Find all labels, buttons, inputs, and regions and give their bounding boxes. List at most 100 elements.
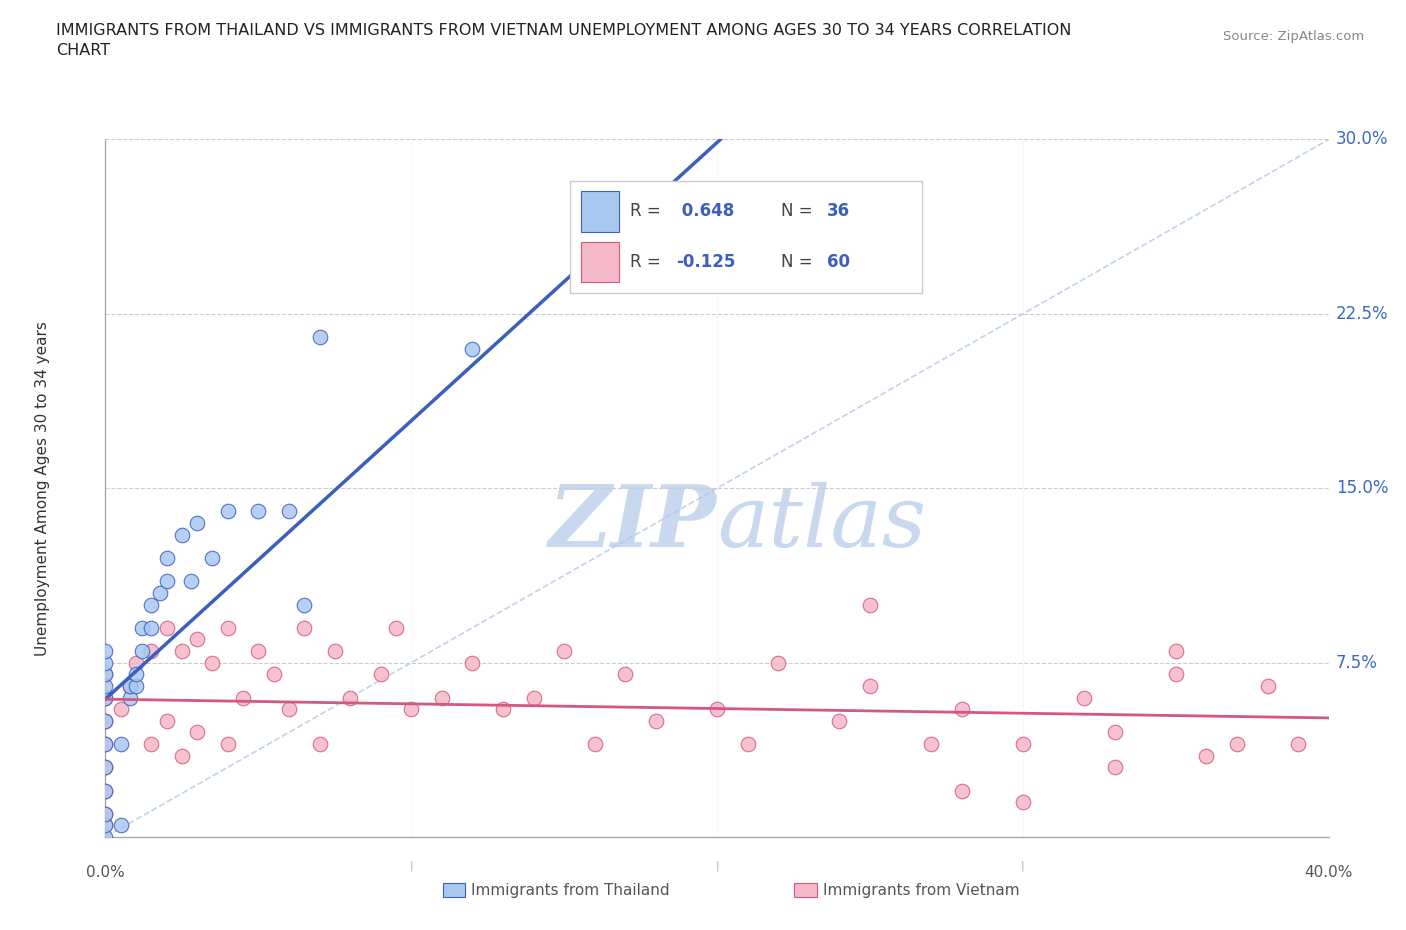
Point [155, 713, 177, 728]
Text: 0.648: 0.648 [676, 203, 734, 220]
Point [94, 818, 117, 833]
Point [247, 644, 270, 658]
Point [247, 504, 270, 519]
Text: Immigrants from Vietnam: Immigrants from Vietnam [823, 883, 1019, 897]
Point [131, 620, 153, 635]
Point [110, 737, 132, 751]
Point [583, 737, 606, 751]
Point [141, 620, 163, 635]
Point [141, 737, 163, 751]
Point [492, 701, 515, 716]
Point [118, 679, 141, 694]
Point [170, 527, 193, 542]
Point [201, 551, 224, 565]
Text: |: | [409, 860, 413, 870]
Point [94, 713, 117, 728]
Text: IMMIGRANTS FROM THAILAND VS IMMIGRANTS FROM VIETNAM UNEMPLOYMENT AMONG AGES 30 T: IMMIGRANTS FROM THAILAND VS IMMIGRANTS F… [56, 23, 1071, 58]
Point [94, 713, 117, 728]
Point [94, 644, 117, 658]
Point [859, 679, 882, 694]
Point [614, 667, 637, 682]
Point [155, 551, 177, 565]
Point [141, 644, 163, 658]
Point [94, 737, 117, 751]
Point [217, 737, 239, 751]
Text: 7.5%: 7.5% [1336, 654, 1378, 671]
Point [292, 620, 315, 635]
Point [277, 701, 299, 716]
Point [94, 737, 117, 751]
Text: 40.0%: 40.0% [1305, 865, 1353, 880]
Point [1164, 667, 1187, 682]
Text: Immigrants from Thailand: Immigrants from Thailand [471, 883, 669, 897]
Point [430, 690, 453, 705]
Point [141, 597, 163, 612]
Point [1256, 679, 1278, 694]
Point [859, 597, 882, 612]
Point [323, 644, 346, 658]
Point [125, 679, 148, 694]
Point [292, 597, 315, 612]
Text: Source: ZipAtlas.com: Source: ZipAtlas.com [1223, 30, 1364, 43]
Point [1011, 737, 1033, 751]
Text: |: | [1021, 860, 1025, 870]
Point [950, 701, 973, 716]
Point [339, 690, 361, 705]
Point [1195, 748, 1218, 763]
Point [110, 701, 132, 716]
Point [950, 783, 973, 798]
Point [768, 655, 790, 670]
Point [553, 644, 575, 658]
Point [232, 690, 254, 705]
Point [170, 644, 193, 658]
Point [180, 574, 202, 589]
Text: 36: 36 [827, 203, 851, 220]
Point [920, 737, 942, 751]
Point [94, 655, 117, 670]
Point [94, 690, 117, 705]
Point [308, 737, 330, 751]
Point [94, 806, 117, 821]
Point [1286, 737, 1309, 751]
Point [1226, 737, 1249, 751]
Text: Unemployment Among Ages 30 to 34 years: Unemployment Among Ages 30 to 34 years [35, 321, 49, 656]
Point [94, 760, 117, 775]
Point [94, 783, 117, 798]
Point [1164, 644, 1187, 658]
Point [644, 713, 666, 728]
Point [1104, 760, 1126, 775]
Point [94, 667, 117, 682]
Point [94, 667, 117, 682]
Point [263, 667, 285, 682]
Point [131, 644, 153, 658]
Point [385, 620, 408, 635]
Text: 0.0%: 0.0% [86, 865, 125, 880]
Point [399, 701, 422, 716]
Point [370, 667, 392, 682]
Point [155, 574, 177, 589]
Point [461, 341, 484, 356]
Point [1011, 794, 1033, 809]
Point [94, 690, 117, 705]
Point [523, 690, 546, 705]
Point [149, 586, 172, 601]
Text: R =: R = [630, 253, 666, 271]
Point [94, 783, 117, 798]
Point [118, 679, 141, 694]
Point [201, 655, 224, 670]
FancyBboxPatch shape [581, 242, 620, 282]
Text: ZIP: ZIP [550, 482, 717, 565]
Text: -0.125: -0.125 [676, 253, 735, 271]
Point [461, 655, 484, 670]
Point [125, 667, 148, 682]
Point [94, 679, 117, 694]
Text: 60: 60 [827, 253, 849, 271]
Point [768, 202, 790, 217]
Text: 30.0%: 30.0% [1336, 130, 1388, 149]
Point [94, 760, 117, 775]
Point [706, 701, 728, 716]
Text: N =: N = [782, 253, 818, 271]
Text: N =: N = [782, 203, 818, 220]
Point [737, 737, 759, 751]
Point [186, 632, 208, 647]
